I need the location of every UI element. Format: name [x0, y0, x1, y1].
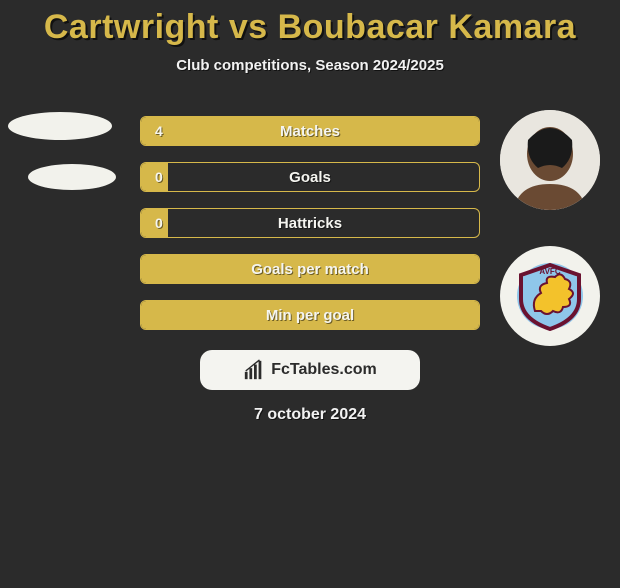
- stat-label: Hattricks: [141, 215, 479, 232]
- stat-label: Matches: [141, 123, 479, 140]
- player-left-placeholder: [8, 112, 112, 140]
- club-left-placeholder: [28, 164, 116, 190]
- stat-row: Goals per match: [140, 254, 480, 284]
- page-subtitle: Club competitions, Season 2024/2025: [0, 57, 620, 74]
- club-right-crest: AVFC: [500, 246, 600, 346]
- stat-row: 0 Hattricks: [140, 208, 480, 238]
- player-right-portrait: [500, 110, 600, 210]
- stat-label: Goals per match: [141, 261, 479, 278]
- stat-row: 0 Goals: [140, 162, 480, 192]
- portrait-icon: [500, 110, 600, 210]
- stat-label: Min per goal: [141, 307, 479, 324]
- stat-row: 4 Matches: [140, 116, 480, 146]
- stat-label: Goals: [141, 169, 479, 186]
- brand-badge: FcTables.com: [200, 350, 420, 390]
- chart-icon: [243, 359, 265, 381]
- stat-rows: 4 Matches 0 Goals 0 Hattricks Goals per …: [140, 116, 480, 346]
- page-title: Cartwright vs Boubacar Kamara: [0, 8, 620, 47]
- crest-icon: AVFC: [515, 261, 585, 331]
- footer-date: 7 october 2024: [0, 406, 620, 424]
- brand-text: FcTables.com: [271, 361, 377, 379]
- stat-row: Min per goal: [140, 300, 480, 330]
- crest-text: AVFC: [539, 267, 560, 276]
